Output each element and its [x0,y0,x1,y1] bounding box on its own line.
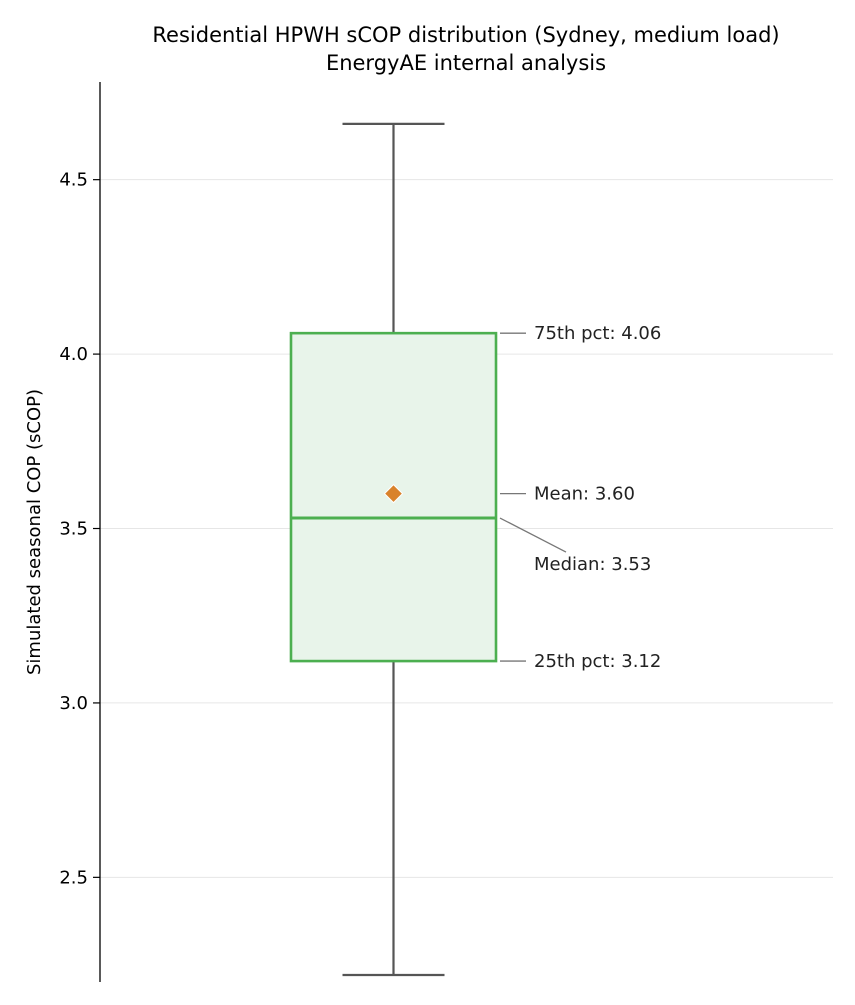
annotation-q3-label: 75th pct: 4.06 [534,323,661,344]
y-axis-label: Simulated seasonal COP (sCOP) [24,389,45,675]
annotation-mean-label: Mean: 3.60 [534,484,635,505]
chart-subtitle: EnergyAE internal analysis [326,51,606,75]
box-plot [289,122,498,977]
y-tick-label: 4.0 [59,344,88,365]
annotations: 75th pct: 4.06 Mean: 3.60 Median: 3.53 25th… [499,323,661,672]
y-tick-label: 4.5 [59,170,88,191]
y-axis: 2.5 3.0 3.5 4.0 4.5 [59,82,101,982]
annotation-median-label: Median: 3.53 [534,554,651,575]
y-tick-label: 3.0 [59,693,88,714]
y-tick-label: 3.5 [59,519,88,540]
y-tick-label: 2.5 [59,867,88,888]
annotation-line [499,517,567,553]
annotation-q1-label: 25th pct: 3.12 [534,651,661,672]
chart-title: Residential HPWH sCOP distribution (Sydn… [152,23,779,47]
mean-marker [383,483,404,504]
